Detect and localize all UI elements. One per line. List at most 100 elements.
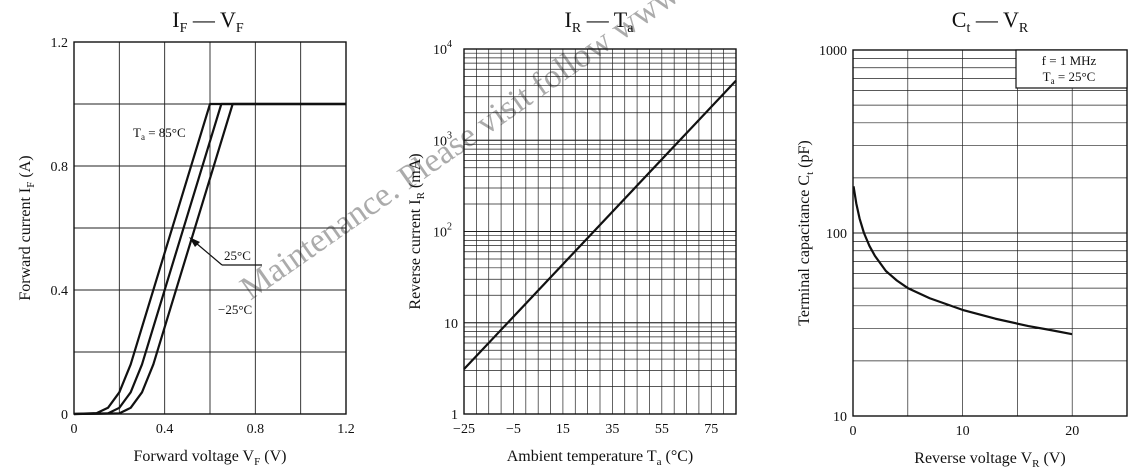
y-tick-value: 10 bbox=[444, 317, 458, 332]
annotation-leader-line bbox=[195, 242, 223, 266]
annotation-25c: 25°C bbox=[224, 248, 251, 263]
y-tick-label: 103 bbox=[433, 130, 452, 149]
chart-title: Ct — VR bbox=[952, 7, 1029, 36]
title-part: I bbox=[172, 7, 179, 32]
x-axis-label: Reverse voltage VR (V) bbox=[914, 450, 1065, 470]
axis-label-subscript: a bbox=[657, 456, 662, 468]
condition-temperature: Ta = 25°C bbox=[1043, 69, 1096, 86]
axis-label-part: (pF) bbox=[796, 140, 813, 172]
axis-label-subscript: R bbox=[1032, 458, 1040, 470]
series-line-3 bbox=[73, 102, 346, 416]
axis-label-part: Reverse current I bbox=[407, 199, 424, 309]
plot-frame bbox=[852, 49, 1128, 417]
y-tick-value: 10 bbox=[433, 226, 447, 241]
y-tick-value: 0.8 bbox=[51, 160, 69, 175]
y-tick-value: 10 bbox=[433, 134, 447, 149]
x-tick-label: 20 bbox=[1065, 424, 1079, 439]
axis-label-part: (V) bbox=[260, 448, 286, 465]
chart-title: IR — Ta bbox=[565, 7, 635, 36]
title-part: V bbox=[1003, 7, 1019, 32]
axis-label-part: Forward current I bbox=[17, 188, 34, 301]
x-axis-label: Forward voltage VF (V) bbox=[134, 448, 287, 468]
series-line-2 bbox=[73, 102, 346, 416]
axis-label-subscript: t bbox=[804, 172, 816, 175]
axis-label-subscript: F bbox=[25, 182, 37, 188]
y-tick-label: 10 bbox=[444, 317, 458, 332]
axis-label-part: Forward voltage V bbox=[134, 448, 255, 465]
y-tick-label: 1.2 bbox=[51, 36, 69, 51]
y-tick-label: 10 bbox=[833, 410, 847, 425]
axis-label-part: Reverse voltage V bbox=[914, 450, 1032, 467]
annotation-arrowhead bbox=[189, 237, 200, 247]
x-axis-label: Ambient temperature Ta (°C) bbox=[507, 448, 694, 468]
title-part: V bbox=[220, 7, 236, 32]
x-tick-label: 15 bbox=[556, 422, 570, 437]
title-part: T bbox=[614, 7, 628, 32]
x-tick-label: 55 bbox=[655, 422, 669, 437]
axis-label-part: Ambient temperature T bbox=[507, 448, 657, 465]
axis-label-part: (V) bbox=[1040, 450, 1066, 467]
title-part: C bbox=[952, 7, 967, 32]
y-tick-value: 10 bbox=[433, 43, 447, 58]
series-line-1 bbox=[463, 79, 737, 370]
axis-label-part: (°C) bbox=[662, 448, 694, 465]
x-tick-label: 35 bbox=[605, 422, 619, 437]
annotation-85c: Ta = 85°C bbox=[133, 125, 186, 142]
title-subscript: R bbox=[572, 21, 582, 36]
series-line-1 bbox=[852, 186, 1073, 336]
axis-label-subscript: R bbox=[415, 191, 427, 199]
title-subscript: a bbox=[627, 21, 634, 36]
y-tick-value: 10 bbox=[833, 410, 847, 425]
y-tick-label: 0 bbox=[61, 408, 68, 423]
x-tick-label: 10 bbox=[956, 424, 970, 439]
axis-label-part: (A) bbox=[17, 155, 34, 181]
y-tick-value: 0.4 bbox=[51, 284, 69, 299]
y-tick-exponent: 4 bbox=[447, 39, 452, 50]
y-axis-label: Reverse current IR (mA) bbox=[407, 153, 427, 309]
title-subscript: R bbox=[1019, 21, 1029, 36]
y-tick-value: 1.2 bbox=[51, 36, 69, 51]
y-tick-label: 0.8 bbox=[51, 160, 69, 175]
y-tick-value: 0 bbox=[61, 408, 68, 423]
x-tick-label: 0 bbox=[850, 424, 857, 439]
condition-frequency: f = 1 MHz bbox=[1042, 53, 1097, 68]
title-subscript: F bbox=[180, 21, 188, 36]
x-tick-label: −25 bbox=[453, 422, 475, 437]
x-tick-label: −5 bbox=[506, 422, 521, 437]
y-tick-label: 104 bbox=[433, 39, 452, 58]
x-tick-label: 0.4 bbox=[156, 422, 174, 437]
y-tick-label: 1 bbox=[451, 408, 458, 423]
y-tick-label: 100 bbox=[826, 227, 847, 242]
condition-part: = 25°C bbox=[1055, 69, 1096, 84]
x-tick-label: 0.8 bbox=[247, 422, 265, 437]
grid bbox=[464, 49, 736, 414]
y-tick-value: 100 bbox=[826, 227, 847, 242]
x-tick-label: 1.2 bbox=[337, 422, 355, 437]
title-part: — bbox=[581, 7, 614, 32]
title-subscript: F bbox=[236, 21, 244, 36]
y-axis-label: Forward current IF (A) bbox=[17, 155, 37, 300]
conditions-box bbox=[1015, 49, 1128, 89]
y-tick-label: 102 bbox=[433, 222, 452, 241]
plot-frame bbox=[463, 48, 737, 415]
axis-label-part: (mA) bbox=[407, 153, 424, 192]
title-subscript: t bbox=[966, 21, 970, 36]
annotation-minus25c: −25°C bbox=[218, 302, 252, 317]
y-tick-exponent: 2 bbox=[447, 222, 452, 233]
annotation-subscript: a bbox=[141, 132, 145, 142]
grid bbox=[853, 50, 1127, 416]
title-part: I bbox=[565, 7, 572, 32]
plot-frame bbox=[73, 41, 347, 415]
condition-subscript: a bbox=[1051, 76, 1055, 86]
series-line-1 bbox=[73, 102, 346, 416]
y-tick-exponent: 3 bbox=[447, 130, 452, 141]
condition-part: T bbox=[1043, 69, 1051, 84]
y-tick-value: 1 bbox=[451, 408, 458, 423]
axis-label-subscript: F bbox=[254, 456, 260, 468]
x-tick-label: 75 bbox=[704, 422, 718, 437]
annotation-part: T bbox=[133, 125, 141, 140]
annotation-part: = 85°C bbox=[145, 125, 186, 140]
